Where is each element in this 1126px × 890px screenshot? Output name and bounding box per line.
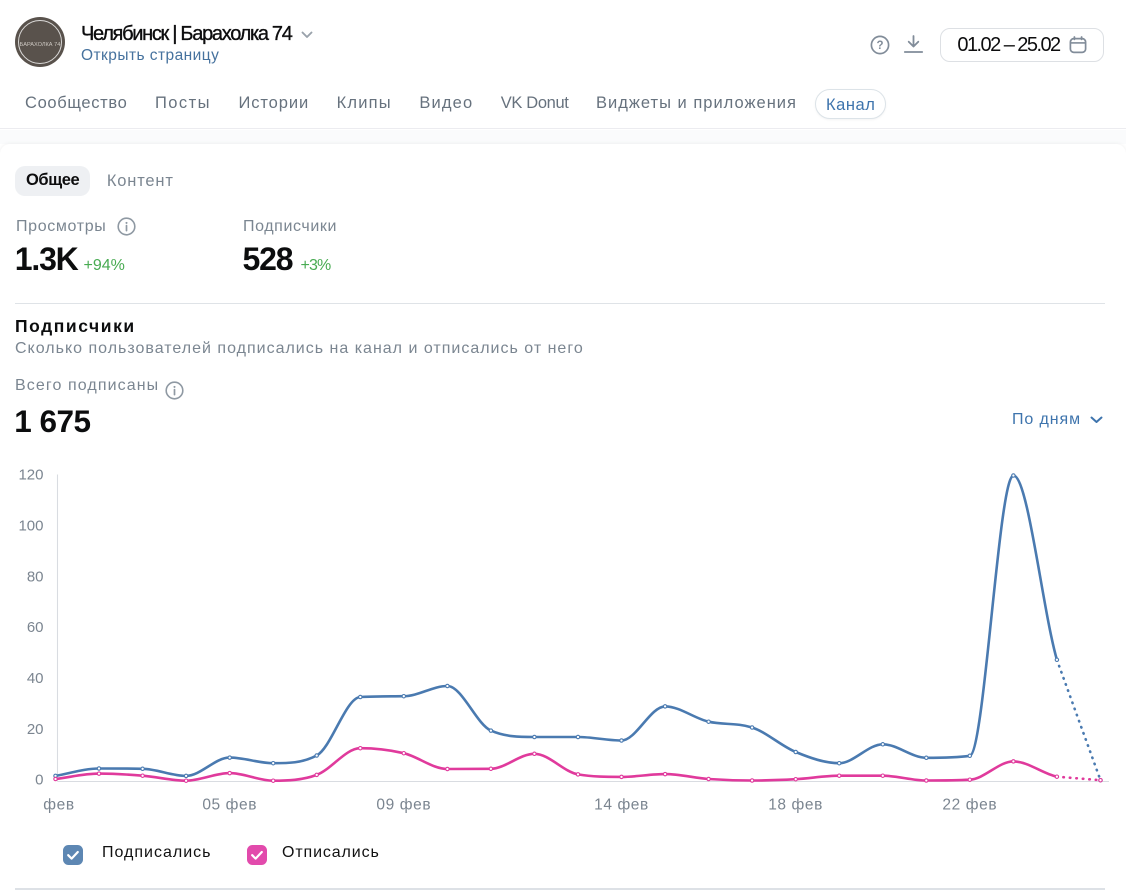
svg-text:100: 100 bbox=[18, 518, 43, 535]
svg-text:фев: фев bbox=[43, 797, 74, 814]
svg-text:09 фев: 09 фев bbox=[376, 797, 431, 814]
svg-text:60: 60 bbox=[27, 619, 44, 636]
svg-text:18 фев: 18 фев bbox=[768, 797, 823, 814]
svg-text:20: 20 bbox=[27, 721, 44, 738]
svg-text:?: ? bbox=[876, 40, 883, 52]
svg-text:120: 120 bbox=[18, 467, 43, 484]
svg-text:05 фев: 05 фев bbox=[202, 797, 257, 814]
svg-text:14 фев: 14 фев bbox=[594, 797, 649, 814]
svg-text:22 фев: 22 фев bbox=[942, 797, 997, 814]
svg-text:40: 40 bbox=[27, 670, 44, 687]
svg-text:80: 80 bbox=[27, 568, 44, 585]
svg-text:0: 0 bbox=[35, 772, 43, 789]
